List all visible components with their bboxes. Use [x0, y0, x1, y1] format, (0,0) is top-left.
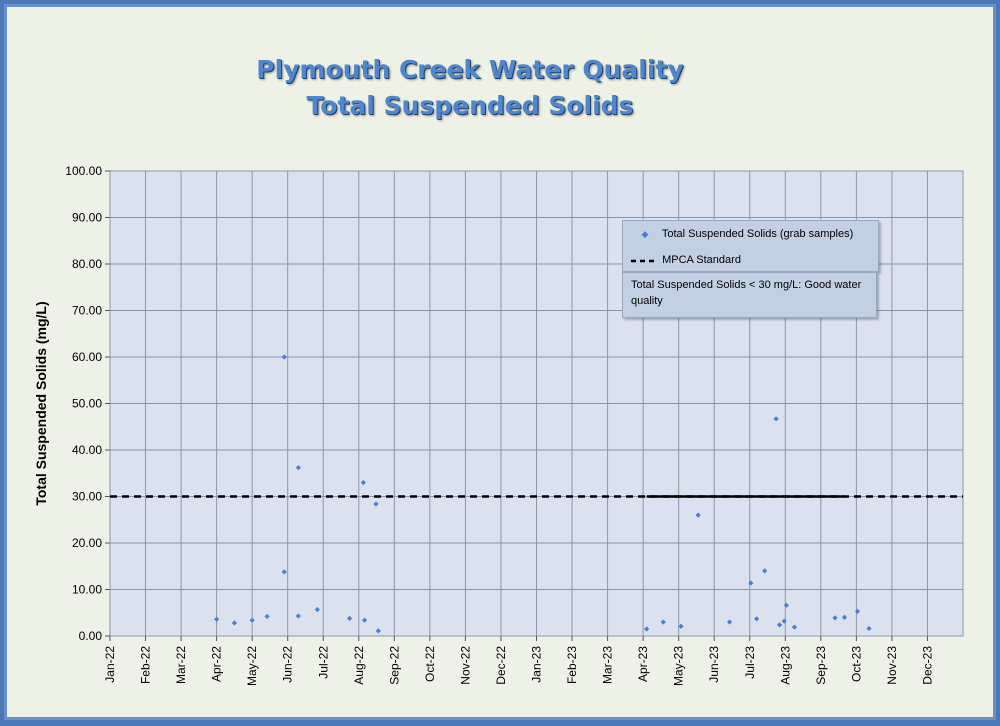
data-point: [754, 616, 760, 622]
data-point: [214, 616, 220, 622]
data-point: [314, 606, 320, 613]
data-point: [781, 618, 787, 624]
data-point: [791, 624, 798, 630]
data-point: [295, 465, 301, 471]
data-point: [776, 622, 783, 628]
data-point: [866, 625, 872, 632]
data-point: [231, 620, 237, 626]
legend: ◆ Total Suspended Solids (grab samples) …: [622, 220, 879, 272]
quality-note: Total Suspended Solids < 30 mg/L: Good w…: [622, 272, 877, 318]
data-point: [854, 608, 861, 614]
y-tick-label: 50.00: [72, 397, 102, 411]
x-tick-label: Sep-22: [387, 646, 401, 685]
y-axis-label: Total Suspended Solids (mg/L): [33, 301, 49, 505]
data-points: [214, 354, 872, 634]
y-tick-label: 40.00: [72, 443, 102, 457]
x-tick-label: Oct-22: [423, 646, 437, 682]
y-tick-label: 80.00: [72, 257, 102, 271]
x-tick-label: Aug-23: [778, 646, 792, 685]
y-tick-label: 0.00: [79, 629, 103, 643]
x-tick-label: Dec-23: [920, 646, 934, 685]
x-tick-label: Nov-22: [458, 646, 472, 685]
data-point: [375, 628, 381, 634]
data-point: [773, 416, 779, 422]
data-point: [727, 619, 733, 625]
data-point: [841, 614, 848, 620]
x-tick-label: May-22: [245, 646, 259, 686]
chart-title-line2: Total Suspended Solids: [306, 91, 634, 120]
data-point: [783, 602, 790, 608]
x-tick-label: Sep-23: [814, 646, 828, 685]
y-tick-label: 10.00: [72, 583, 102, 597]
y-axis-ticks: 0.00 10.00 20.00 30.00 40.00 50.00 60.00 70.00 8…: [65, 164, 110, 643]
legend-item-standard: MPCA Standard: [631, 254, 741, 266]
data-point: [347, 615, 353, 621]
data-point: [748, 580, 754, 586]
x-tick-label: Feb-23: [565, 646, 579, 684]
x-tick-label: May-23: [672, 646, 686, 686]
diamond-marker-icon: ◆: [641, 229, 649, 239]
x-tick-label: Apr-22: [210, 646, 224, 682]
data-point: [360, 479, 366, 486]
x-tick-label: Jan-23: [530, 646, 544, 683]
legend-label-standard: MPCA Standard: [662, 254, 741, 266]
x-tick-label: Mar-23: [601, 646, 615, 684]
x-tick-label: Jun-22: [281, 646, 295, 683]
x-tick-label: Oct-23: [849, 646, 863, 682]
data-point: [361, 617, 368, 623]
x-tick-label: Jan-22: [103, 646, 117, 683]
y-tick-label: 60.00: [72, 350, 102, 364]
data-point: [762, 568, 768, 574]
data-point: [249, 617, 255, 623]
data-point: [695, 512, 701, 518]
y-tick-label: 90.00: [72, 211, 102, 225]
data-point: [644, 626, 650, 632]
legend-item-tss: ◆ Total Suspended Solids (grab samples): [631, 228, 854, 240]
data-point: [678, 623, 684, 629]
x-tick-label: Mar-22: [174, 646, 188, 684]
y-tick-label: 30.00: [72, 490, 102, 504]
data-point: [660, 619, 666, 625]
x-tick-label: Jul-23: [743, 646, 757, 679]
x-tick-label: Jul-22: [316, 646, 330, 679]
chart-title-line1: Plymouth Creek Water Quality: [256, 55, 684, 84]
data-point: [295, 613, 301, 619]
data-point: [281, 569, 287, 575]
y-tick-label: 20.00: [72, 536, 102, 550]
y-tick-label: 100.00: [65, 164, 102, 178]
data-point: [281, 354, 287, 360]
x-tick-label: Jun-23: [707, 646, 721, 683]
x-tick-label: Dec-22: [494, 646, 508, 685]
x-tick-label: Feb-22: [139, 646, 153, 684]
chart-title: Plymouth Creek Water Quality Total Suspe…: [170, 52, 770, 124]
x-axis-ticks: Jan-22 Feb-22 Mar-22 Apr-22 May-22 Jun-22 Jul-…: [103, 636, 934, 686]
y-tick-label: 70.00: [72, 304, 102, 318]
x-tick-label: Nov-23: [885, 646, 899, 685]
x-tick-label: Apr-23: [636, 646, 650, 682]
data-point: [264, 613, 270, 620]
x-tick-label: Aug-22: [352, 646, 366, 685]
data-point: [832, 615, 838, 621]
data-point: [373, 501, 379, 507]
legend-label-tss: Total Suspended Solids (grab samples): [661, 228, 854, 240]
dashed-line-icon: [631, 254, 659, 266]
